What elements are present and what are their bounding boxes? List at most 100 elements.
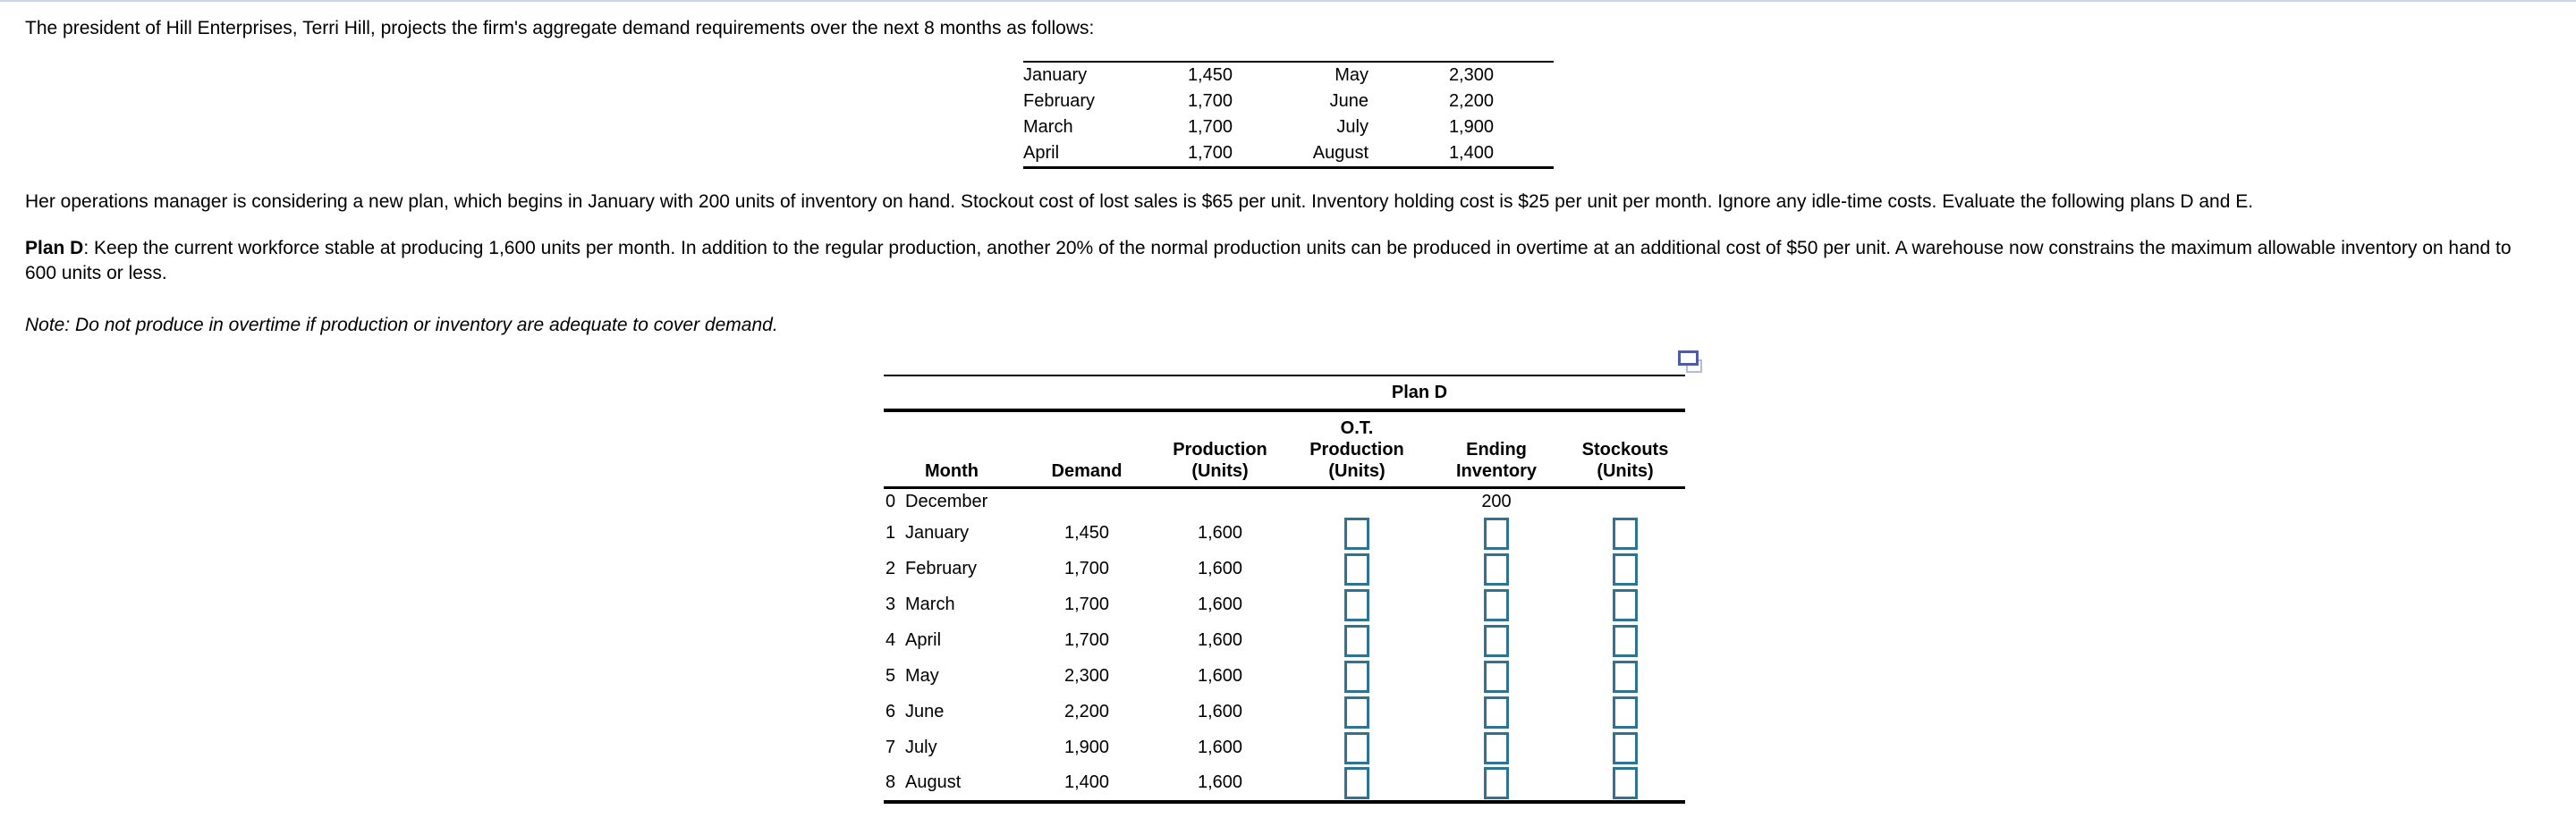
stockouts-cell bbox=[1565, 552, 1685, 587]
ot-production-cell bbox=[1286, 516, 1428, 552]
stockouts-cell bbox=[1565, 730, 1685, 766]
row-number: 3 bbox=[886, 595, 896, 614]
ot-production-input-july[interactable] bbox=[1344, 731, 1369, 764]
plan-table-row: 2 February 1,700 1,600 bbox=[884, 552, 1685, 587]
ending-inventory-input-may[interactable] bbox=[1484, 660, 1509, 693]
stockouts-cell bbox=[1565, 623, 1685, 659]
demand-cell: 2,200 bbox=[1063, 702, 1110, 721]
stockouts-cell bbox=[1565, 766, 1685, 802]
plan-table-row: 4 April 1,700 1,600 bbox=[884, 623, 1685, 659]
production-cell bbox=[1154, 488, 1286, 516]
ot-production-input-february[interactable] bbox=[1344, 552, 1369, 586]
demand-value: 1,450 bbox=[1187, 65, 1233, 85]
demand-month: February bbox=[1023, 91, 1096, 111]
ending-inventory-cell bbox=[1428, 659, 1565, 695]
intro-paragraph: The president of Hill Enterprises, Terri… bbox=[25, 18, 1095, 38]
demand-value: 1,700 bbox=[1187, 117, 1233, 137]
stockouts-input-july[interactable] bbox=[1613, 731, 1638, 764]
ot-production-cell bbox=[1286, 659, 1428, 695]
demand-month: August bbox=[1312, 143, 1368, 163]
demand-value: 2,300 bbox=[1448, 65, 1494, 85]
ot-production-input-june[interactable] bbox=[1344, 696, 1369, 729]
demand-value: 1,400 bbox=[1448, 143, 1494, 163]
plan-table-title: Plan D bbox=[1154, 375, 1685, 412]
header-production: Production (Units) bbox=[1154, 410, 1286, 489]
production-cell: 1,600 bbox=[1197, 666, 1243, 686]
note-paragraph: Note: Do not produce in overtime if prod… bbox=[25, 315, 778, 335]
month-cell: 4 April bbox=[884, 623, 1020, 659]
row-number: 1 bbox=[886, 523, 896, 543]
plan-table-row: 8 August 1,400 1,600 bbox=[884, 766, 1685, 802]
stockouts-cell bbox=[1565, 516, 1685, 552]
production-cell: 1,600 bbox=[1197, 595, 1243, 614]
month-cell: 5 May bbox=[884, 659, 1020, 695]
stockouts-input-june[interactable] bbox=[1613, 696, 1638, 729]
plan-table-row: 6 June 2,200 1,600 bbox=[884, 695, 1685, 730]
stockouts-input-may[interactable] bbox=[1613, 660, 1638, 693]
month-cell: 3 March bbox=[884, 587, 1020, 623]
ending-inventory-input-february[interactable] bbox=[1484, 552, 1509, 586]
production-cell: 1,600 bbox=[1197, 559, 1243, 578]
header-month: Month bbox=[884, 410, 1020, 489]
stockouts-input-february[interactable] bbox=[1613, 552, 1638, 586]
operations-paragraph: Her operations manager is considering a … bbox=[25, 191, 2254, 212]
ending-inventory-input-august[interactable] bbox=[1484, 766, 1509, 799]
ending-inventory-cell bbox=[1428, 516, 1565, 552]
ot-production-cell bbox=[1286, 552, 1428, 587]
ending-inventory-cell bbox=[1428, 766, 1565, 802]
ot-production-input-may[interactable] bbox=[1344, 660, 1369, 693]
row-number: 4 bbox=[886, 630, 896, 650]
ending-inventory-input-march[interactable] bbox=[1484, 588, 1509, 621]
copy-table-icon[interactable] bbox=[1678, 350, 1703, 374]
demand-cell: 1,700 bbox=[1063, 630, 1110, 650]
production-cell: 1,600 bbox=[1197, 523, 1243, 543]
ending-inventory-cell bbox=[1428, 623, 1565, 659]
demand-cell: 1,400 bbox=[1063, 772, 1110, 792]
ending-inventory-cell: 200 bbox=[1481, 492, 1512, 512]
demand-row: April 1,700 August 1,400 bbox=[1023, 140, 1554, 168]
plan-table-row: 1 January 1,450 1,600 bbox=[884, 516, 1685, 552]
month-cell: 1 January bbox=[884, 516, 1020, 552]
plan-table-row: 5 May 2,300 1,600 bbox=[884, 659, 1685, 695]
demand-month: January bbox=[1023, 65, 1088, 85]
demand-value: 2,200 bbox=[1448, 91, 1494, 111]
plan-d-text: : Keep the current workforce stable at p… bbox=[25, 238, 2512, 283]
copy-table-icon-front-rect bbox=[1678, 350, 1699, 366]
stockouts-input-january[interactable] bbox=[1613, 517, 1638, 550]
ot-production-input-august[interactable] bbox=[1344, 766, 1369, 799]
demand-month: June bbox=[1329, 91, 1368, 111]
ot-production-input-april[interactable] bbox=[1344, 624, 1369, 657]
month-cell: 8 August bbox=[884, 766, 1020, 802]
ending-inventory-input-january[interactable] bbox=[1484, 517, 1509, 550]
plan-header-row: Month Demand Production (Units) O.T. Pro… bbox=[884, 410, 1685, 489]
ending-inventory-input-june[interactable] bbox=[1484, 696, 1509, 729]
demand-cell: 1,450 bbox=[1063, 523, 1110, 543]
ot-production-input-march[interactable] bbox=[1344, 588, 1369, 621]
row-number: 2 bbox=[886, 559, 896, 578]
row-number: 6 bbox=[886, 702, 896, 721]
plan-d-label: Plan D bbox=[25, 238, 84, 258]
ending-inventory-cell bbox=[1428, 730, 1565, 766]
stockouts-input-april[interactable] bbox=[1613, 624, 1638, 657]
stockouts-input-august[interactable] bbox=[1613, 766, 1638, 799]
demand-row: February 1,700 June 2,200 bbox=[1023, 89, 1554, 114]
month-label: August bbox=[905, 772, 962, 792]
row-number: 0 bbox=[886, 492, 896, 512]
month-cell: 7 July bbox=[884, 730, 1020, 766]
ot-production-input-january[interactable] bbox=[1344, 517, 1369, 550]
demand-row: March 1,700 July 1,900 bbox=[1023, 114, 1554, 140]
plan-table-row: 0 December 200 bbox=[884, 488, 1685, 516]
demand-cell: 1,900 bbox=[1063, 738, 1110, 757]
month-cell: 0 December bbox=[884, 488, 1020, 516]
ending-inventory-input-april[interactable] bbox=[1484, 624, 1509, 657]
stockouts-cell bbox=[1565, 695, 1685, 730]
stockouts-cell bbox=[1565, 488, 1685, 516]
stockouts-input-march[interactable] bbox=[1613, 588, 1638, 621]
stockouts-cell bbox=[1565, 587, 1685, 623]
header-ending-inventory: Ending Inventory bbox=[1428, 410, 1565, 489]
ending-inventory-input-july[interactable] bbox=[1484, 731, 1509, 764]
month-label: May bbox=[905, 666, 939, 686]
month-label: February bbox=[905, 559, 978, 578]
ot-production-cell bbox=[1286, 623, 1428, 659]
